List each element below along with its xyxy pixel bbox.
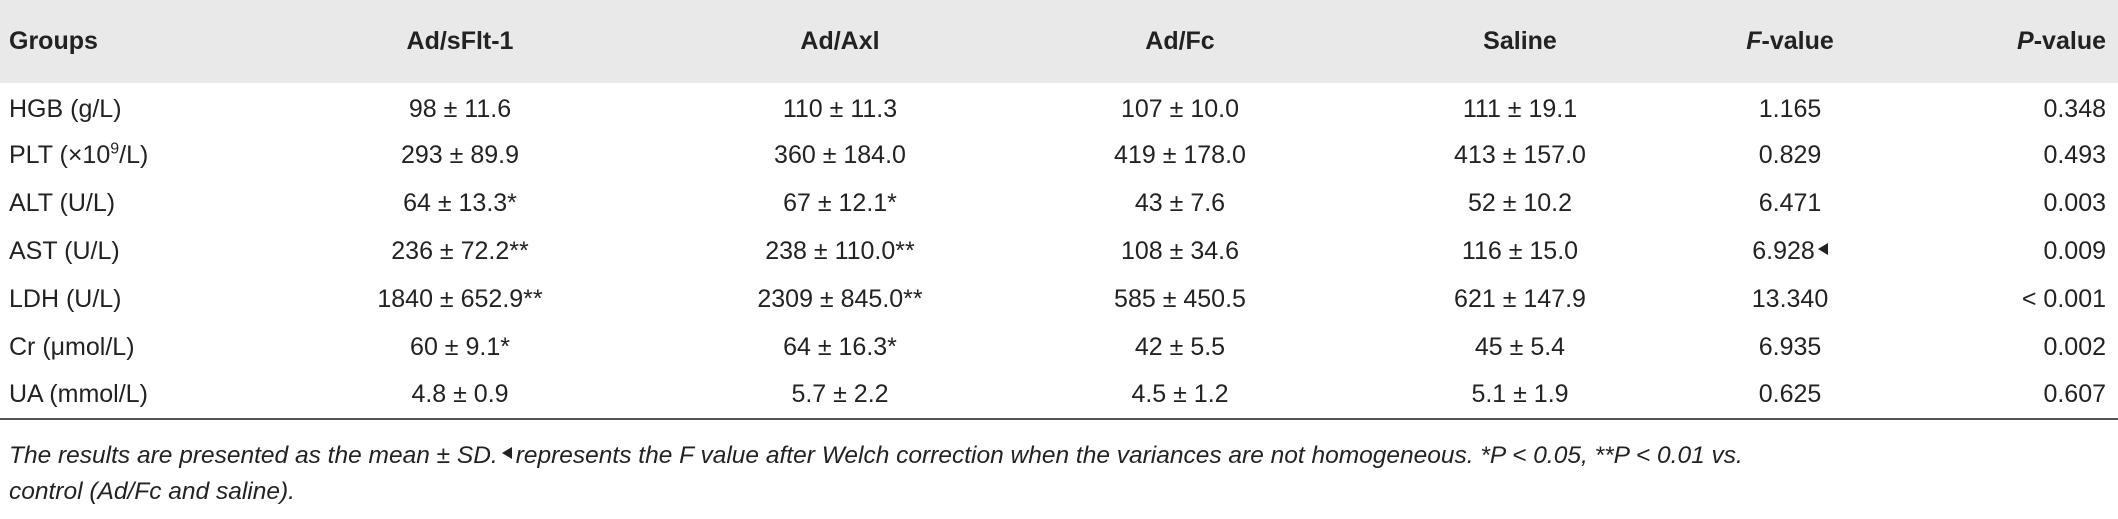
cell-ad-axl: 2309 ± 845.0**: [757, 284, 923, 313]
cell-p-value: < 0.001: [2021, 284, 2106, 313]
row-label: ALT (U/L): [9, 188, 116, 217]
cell-ad-axl: 238 ± 110.0**: [765, 236, 915, 265]
table-row: Cr (μmol/L) 60 ± 9.1* 64 ± 16.3* 42 ± 5.…: [0, 323, 2118, 371]
table-row: LDH (U/L) 1840 ± 652.9** 2309 ± 845.0** …: [0, 275, 2118, 323]
cell-ad-fc: 107 ± 10.0: [1121, 94, 1239, 123]
header-saline: Saline: [1483, 27, 1557, 55]
cell-ad-sflt1: 4.8 ± 0.9: [411, 380, 509, 408]
cell-ad-fc: 4.5 ± 1.2: [1131, 380, 1229, 408]
cell-ad-axl: 67 ± 12.1*: [783, 188, 897, 217]
welch-marker-icon: [1817, 242, 1828, 255]
table-row: ALT (U/L) 64 ± 13.3* 67 ± 12.1* 43 ± 7.6…: [0, 179, 2118, 227]
cell-saline: 111 ± 19.1: [1462, 94, 1578, 123]
cell-f-value: 6.935: [1758, 332, 1822, 361]
cell-ad-sflt1: 293 ± 89.9: [401, 140, 519, 169]
header-ad-fc: Ad/Fc: [1145, 27, 1215, 55]
row-label: PLT (×109/L): [9, 140, 149, 169]
header-f-value: F-value: [1746, 27, 1834, 55]
cell-p-value: 0.348: [2043, 94, 2106, 123]
cell-ad-axl: 110 ± 11.3: [782, 94, 898, 123]
cell-f-value: 6.928: [1710, 227, 1870, 275]
cell-ad-axl: 360 ± 184.0: [774, 140, 906, 169]
header-p-value: P-value: [2017, 27, 2106, 55]
header-ad-axl: Ad/Axl: [800, 27, 880, 55]
cell-ad-axl: 64 ± 16.3*: [783, 332, 897, 361]
cell-ad-sflt1: 60 ± 9.1*: [410, 332, 510, 361]
cell-saline: 413 ± 157.0: [1454, 140, 1586, 169]
cell-ad-fc: 108 ± 34.6: [1121, 236, 1239, 265]
cell-p-value: 0.009: [2043, 236, 2106, 265]
welch-marker-icon: [501, 447, 512, 459]
cell-f-value: 0.829: [1758, 140, 1822, 169]
row-label: AST (U/L): [9, 236, 120, 265]
cell-saline: 52 ± 10.2: [1467, 188, 1573, 217]
cell-saline: 116 ± 15.0: [1461, 236, 1579, 265]
cell-ad-axl: 5.7 ± 2.2: [791, 380, 889, 408]
cell-ad-fc: 43 ± 7.6: [1134, 188, 1226, 217]
header-groups: Groups: [9, 27, 98, 55]
row-label: HGB (g/L): [9, 94, 122, 123]
cell-ad-sflt1: 236 ± 72.2**: [391, 236, 529, 265]
cell-saline: 5.1 ± 1.9: [1471, 380, 1569, 408]
cell-ad-fc: 419 ± 178.0: [1114, 140, 1246, 169]
cell-p-value: 0.607: [2043, 380, 2106, 408]
results-table: Groups Ad/sFlt-1 Ad/Axl Ad/Fc Saline F-v…: [0, 0, 2118, 419]
header-ad-sflt1: Ad/sFlt-1: [406, 27, 514, 55]
table-row: HGB (g/L) 98 ± 11.6 110 ± 11.3 107 ± 10.…: [0, 83, 2118, 131]
table-row: PLT (×109/L) 293 ± 89.9 360 ± 184.0 419 …: [0, 131, 2118, 179]
header-row: Groups Ad/sFlt-1 Ad/Axl Ad/Fc Saline F-v…: [0, 0, 2118, 83]
cell-saline: 45 ± 5.4: [1474, 332, 1566, 361]
row-label: Cr (μmol/L): [9, 332, 135, 361]
cell-p-value: 0.002: [2043, 332, 2106, 361]
cell-ad-sflt1: 64 ± 13.3*: [403, 188, 517, 217]
cell-f-value: 13.340: [1751, 284, 1829, 313]
table-footnote: The results are presented as the mean ± …: [9, 442, 1743, 505]
cell-f-value: 1.165: [1758, 94, 1822, 123]
table-row: AST (U/L) 236 ± 72.2** 238 ± 110.0** 108…: [0, 227, 2118, 275]
cell-p-value: 0.003: [2043, 188, 2106, 217]
row-label: LDH (U/L): [9, 284, 122, 313]
row-label: UA (mmol/L): [9, 380, 148, 408]
cell-ad-sflt1: 1840 ± 652.9**: [377, 284, 543, 313]
cell-ad-fc: 585 ± 450.5: [1114, 284, 1246, 313]
cell-f-value: 6.471: [1758, 188, 1822, 217]
cell-ad-fc: 42 ± 5.5: [1134, 332, 1226, 361]
cell-ad-sflt1: 98 ± 11.6: [408, 94, 512, 123]
cell-p-value: 0.493: [2043, 140, 2106, 169]
table-row: UA (mmol/L) 4.8 ± 0.9 5.7 ± 2.2 4.5 ± 1.…: [0, 371, 2118, 419]
cell-f-value: 0.625: [1758, 380, 1822, 408]
cell-saline: 621 ± 147.9: [1454, 284, 1586, 313]
